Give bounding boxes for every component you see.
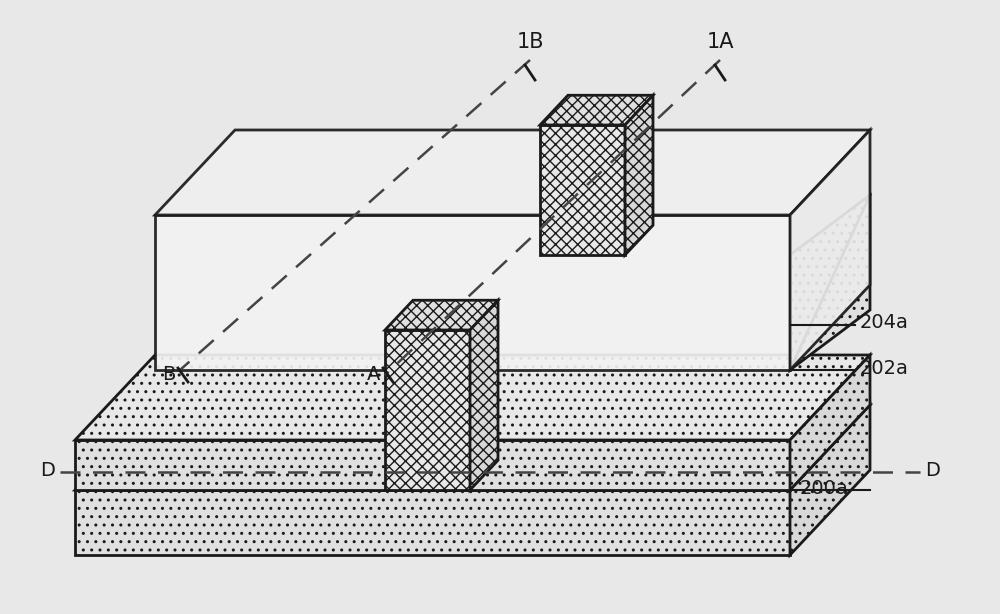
Polygon shape: [790, 405, 870, 555]
Text: D: D: [925, 460, 940, 480]
Polygon shape: [75, 355, 870, 440]
Polygon shape: [385, 330, 470, 490]
Text: 200a: 200a: [800, 478, 849, 497]
Polygon shape: [790, 195, 870, 370]
Polygon shape: [790, 130, 870, 370]
Polygon shape: [385, 300, 498, 330]
Polygon shape: [155, 215, 790, 370]
Text: 1A: 1A: [706, 32, 734, 52]
Polygon shape: [75, 440, 790, 490]
Polygon shape: [75, 490, 790, 555]
Text: B: B: [162, 365, 175, 384]
Text: D: D: [40, 460, 55, 480]
Polygon shape: [155, 130, 870, 215]
Text: A: A: [367, 365, 380, 384]
Polygon shape: [75, 405, 870, 490]
Polygon shape: [540, 95, 653, 125]
Text: 202a: 202a: [860, 359, 909, 378]
Polygon shape: [470, 300, 498, 490]
Polygon shape: [540, 125, 625, 255]
Text: 204a: 204a: [860, 313, 909, 332]
Text: 1B: 1B: [516, 32, 544, 52]
Polygon shape: [625, 95, 653, 255]
Polygon shape: [790, 355, 870, 490]
